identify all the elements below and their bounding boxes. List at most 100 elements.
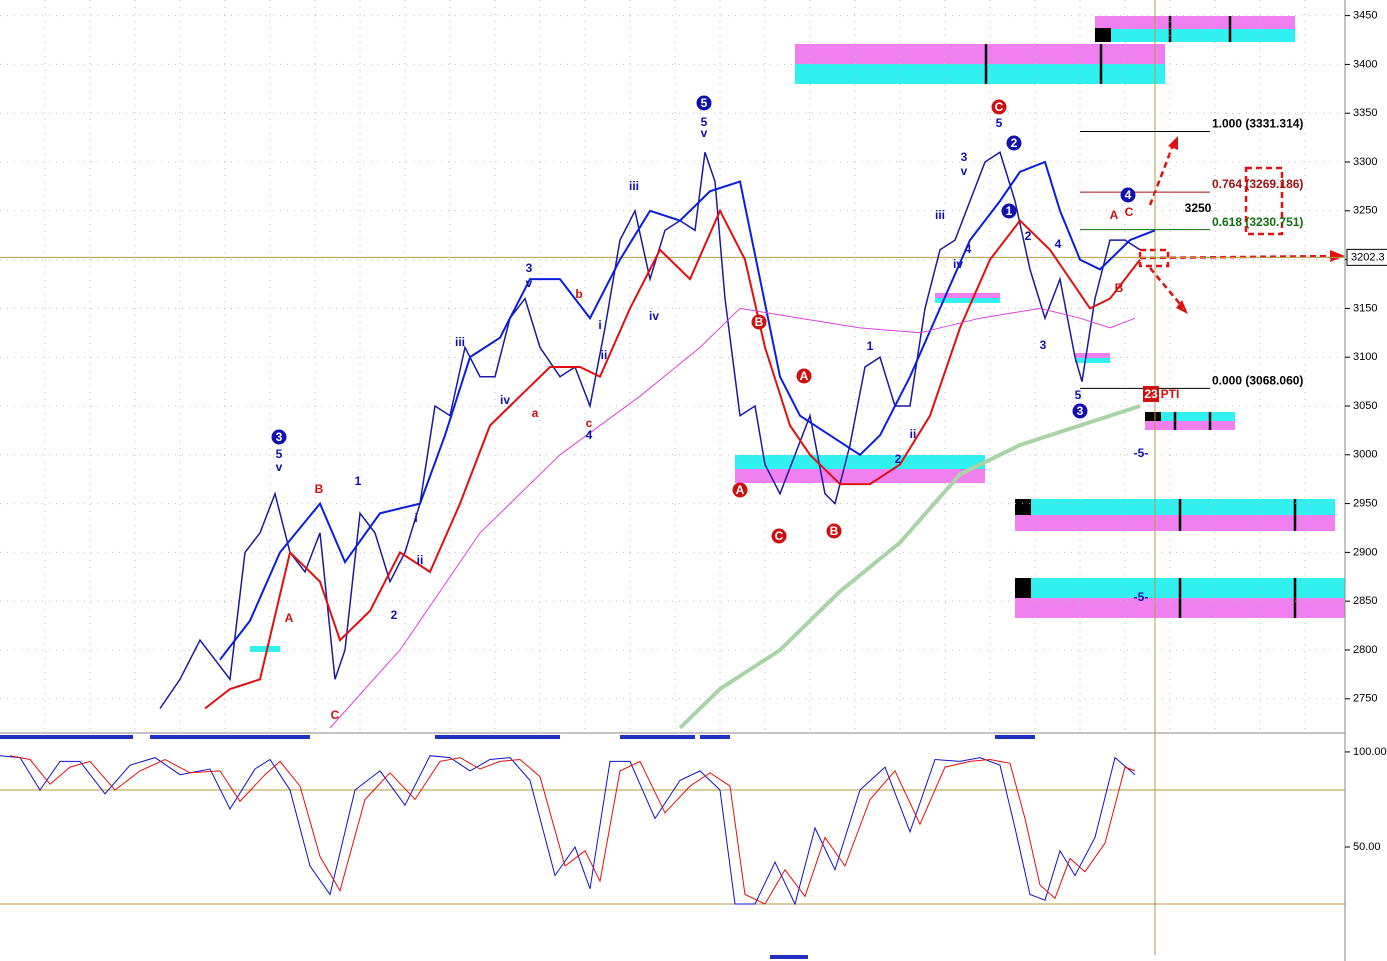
series-line [678, 404, 1141, 730]
annotation: 3250 [1185, 201, 1212, 215]
signal-bars [0, 735, 1035, 959]
fib-label: 1.000 (3331.314) [1212, 117, 1303, 131]
series-line [219, 160, 1156, 661]
annotation: 5 [996, 116, 1003, 130]
y-tick-label: 2800 [1353, 644, 1377, 656]
annotation: 2 [1025, 229, 1032, 243]
annotation: 5 [276, 447, 283, 461]
wave-marker [826, 523, 842, 539]
annotation: ii [601, 348, 608, 362]
wave-marker [771, 528, 787, 544]
annotation: v [701, 126, 708, 140]
annotation: 3 [1077, 404, 1084, 418]
series-line [329, 307, 1136, 729]
y-tick-label: 3350 [1353, 107, 1377, 119]
zone-mark [1015, 578, 1031, 598]
zone [935, 293, 1000, 298]
annotation: C [995, 100, 1004, 114]
annotation: C [331, 708, 340, 722]
y-tick-label: 2900 [1353, 546, 1377, 558]
y-tick-label: 3150 [1353, 302, 1377, 314]
annotation: 2 [391, 608, 398, 622]
wave-marker [696, 95, 712, 111]
decorations [0, 16, 1345, 959]
zone [795, 64, 1165, 84]
zone [1095, 16, 1295, 29]
zone [250, 646, 280, 652]
annotation: iv [953, 257, 963, 271]
wave-marker [1001, 203, 1017, 219]
wave-marker [1120, 187, 1136, 203]
annotation: b [575, 287, 582, 301]
wave-marker [991, 99, 1007, 115]
last-price-label: 3202.3 [1351, 251, 1385, 263]
y-tick-label: 3300 [1353, 156, 1377, 168]
y-tick-label: 3250 [1353, 205, 1377, 217]
series-line [0, 755, 1136, 906]
zone-ticks [984, 16, 1297, 618]
annotation: 4 [586, 428, 593, 442]
fib-label: 0.764 (3269.186) [1212, 177, 1303, 191]
fib-label: 0.618 (3230.751) [1212, 215, 1303, 229]
zone [1075, 353, 1110, 358]
annotation: 5 [701, 115, 708, 129]
annotation: iii [629, 179, 639, 193]
y-tick-label: 3450 [1353, 10, 1377, 22]
zone [1075, 358, 1110, 363]
wave-marker [1006, 135, 1022, 151]
annotation: C [775, 529, 784, 543]
annotation: 23 [1144, 387, 1158, 401]
y-tick-label: 2750 [1353, 693, 1377, 705]
annotation: 4 [1055, 237, 1062, 251]
y-tick-label: 3400 [1353, 58, 1377, 70]
annotation: i [598, 318, 601, 332]
y-tick-label: 2850 [1353, 595, 1377, 607]
annotation: v [276, 460, 283, 474]
annotation: C [1125, 205, 1134, 219]
zone-mark [1095, 28, 1111, 42]
annotation: 4 [1125, 188, 1132, 202]
annotation: i [414, 511, 417, 525]
y-tick-label: 50.00 [1353, 841, 1381, 853]
wave-marker [1072, 403, 1088, 419]
annotation: 4 [965, 242, 972, 256]
y-tick-label: 3000 [1353, 449, 1377, 461]
annotation: 1 [355, 474, 362, 488]
annotation: -5- [1134, 446, 1149, 460]
annotation: 3 [276, 430, 283, 444]
series-line [204, 208, 1141, 710]
annotation: a [532, 406, 539, 420]
annotation: B [1115, 281, 1124, 295]
zone [1095, 29, 1295, 42]
annotation: 3 [961, 150, 968, 164]
annotation: 1 [1006, 204, 1013, 218]
zone [795, 44, 1165, 64]
wave-marker [732, 482, 748, 498]
annotation: 5 [1075, 388, 1082, 402]
annotation: PTI [1161, 387, 1180, 401]
annotation: 3 [1040, 338, 1047, 352]
annotation: iii [455, 335, 465, 349]
fib-label: 0.000 (3068.060) [1212, 374, 1303, 388]
arrow-heads [1168, 136, 1345, 314]
y-tick-label: 100.00 [1353, 746, 1387, 758]
annotation: A [736, 483, 745, 497]
wave-marker [751, 314, 767, 330]
wave-marker [1143, 386, 1159, 402]
wave-marker [796, 368, 812, 384]
series-line [9, 755, 1136, 905]
annotation: B [315, 482, 324, 496]
zone [735, 469, 985, 483]
zone-mark [1015, 499, 1031, 515]
zone [935, 298, 1000, 303]
annotation: c [586, 416, 593, 430]
annotation: 5 [701, 96, 708, 110]
wave-marker [271, 429, 287, 445]
annotation: iv [649, 309, 659, 323]
series-line [159, 151, 1141, 709]
y-tick-label: 2950 [1353, 497, 1377, 509]
zone [1145, 412, 1235, 421]
